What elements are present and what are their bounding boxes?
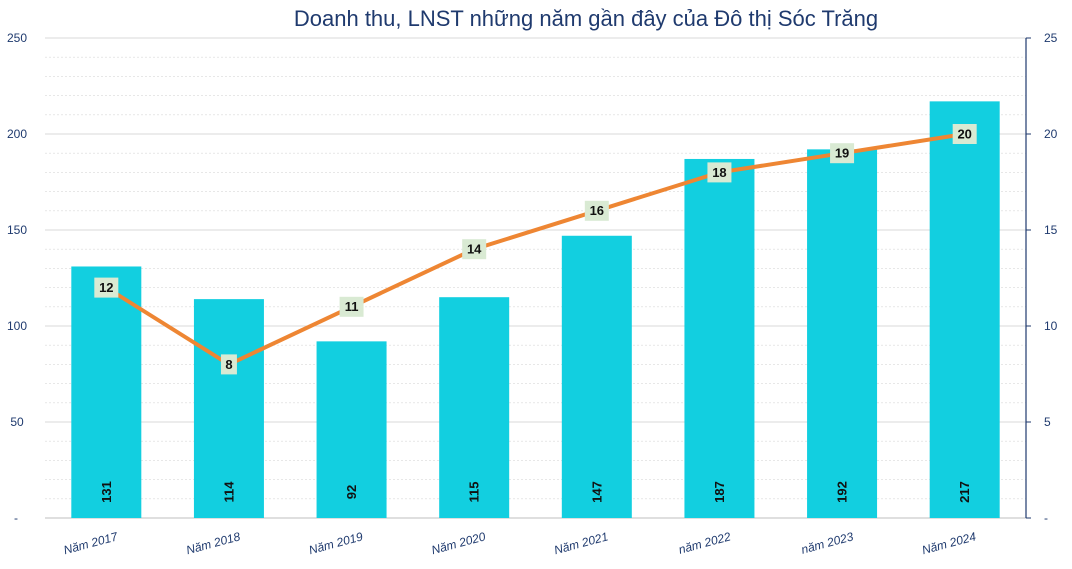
left-axis-tick-label: 250: [7, 31, 27, 45]
line-point-label: 12: [99, 280, 113, 295]
right-axis-ticks: - 5 10 15 20 25: [1044, 31, 1058, 525]
left-axis-tick-label: -: [14, 511, 18, 525]
right-axis-tick-label: 5: [1044, 415, 1051, 429]
line-series: 12 8 11 14 16 18 19 20: [94, 124, 977, 375]
bar: [561, 235, 632, 518]
right-axis-tick-label: 15: [1044, 223, 1058, 237]
line-point-label: 14: [467, 242, 482, 257]
category-label: Năm 2017: [62, 529, 120, 557]
bar: [193, 299, 264, 518]
axes: [45, 37, 1031, 519]
line-point-label-bg: [584, 200, 609, 221]
left-axis-tick-label: 50: [10, 415, 24, 429]
bar-series: [71, 101, 1000, 519]
right-axis-tick-label: -: [1044, 511, 1048, 525]
bar: [929, 101, 1000, 519]
bar-value-label: 192: [835, 481, 850, 503]
line-point-label: 11: [345, 299, 359, 314]
bar-value-label: 147: [589, 481, 604, 503]
line-point-label-bg: [339, 296, 364, 317]
line-point-label: 8: [225, 357, 232, 372]
chart-title: Doanh thu, LNST những năm gần đây của Đô…: [293, 6, 879, 31]
right-axis-tick-label: 25: [1044, 31, 1058, 45]
category-label: Năm 2024: [920, 529, 977, 557]
category-labels: Năm 2017 Năm 2018 Năm 2019 Năm 2020 Năm 2021…: [62, 529, 978, 557]
line-point-label-bg: [94, 277, 119, 298]
category-label: năm 2023: [800, 529, 855, 556]
line-point-label: 16: [590, 203, 604, 218]
line-point-label-bg: [707, 162, 732, 183]
left-axis-tick-label: 100: [7, 319, 27, 333]
bar: [684, 158, 755, 518]
right-axis-tick-label: 10: [1044, 319, 1058, 333]
category-label: Năm 2018: [185, 529, 242, 557]
bar-value-labels: 131 114 92 115 147 187 192 217: [99, 481, 972, 503]
line-point-label: 18: [712, 165, 726, 180]
category-label: năm 2022: [677, 529, 732, 556]
bar: [807, 149, 878, 519]
line-path: [104, 132, 967, 367]
bar-value-label: 115: [467, 482, 482, 503]
line-point-label-bg: [952, 124, 977, 144]
bar: [439, 297, 510, 518]
line-point-label-bg: [220, 354, 237, 375]
right-axis-tick-label: 20: [1044, 127, 1058, 141]
bar-value-label: 217: [957, 481, 972, 503]
left-axis-tick-label: 200: [7, 127, 27, 141]
left-axis-tick-label: 150: [7, 223, 27, 237]
bar-value-label: 92: [344, 485, 359, 499]
bar: [316, 341, 387, 518]
category-label: Năm 2019: [307, 529, 364, 557]
line-point-label-bg: [830, 143, 855, 164]
line-point-label-bg: [462, 239, 487, 260]
bar: [71, 266, 142, 518]
category-label: Năm 2021: [552, 529, 609, 557]
bar-value-label: 114: [221, 481, 236, 503]
line-point-label: 20: [957, 126, 971, 141]
bar-value-label: 187: [712, 481, 727, 503]
gridlines: [45, 37, 1026, 500]
left-axis-ticks: - 50 100 150 200 250: [7, 31, 27, 525]
category-label: Năm 2020: [430, 529, 487, 557]
bar-value-label: 131: [99, 481, 114, 503]
line-point-label: 19: [835, 146, 849, 161]
